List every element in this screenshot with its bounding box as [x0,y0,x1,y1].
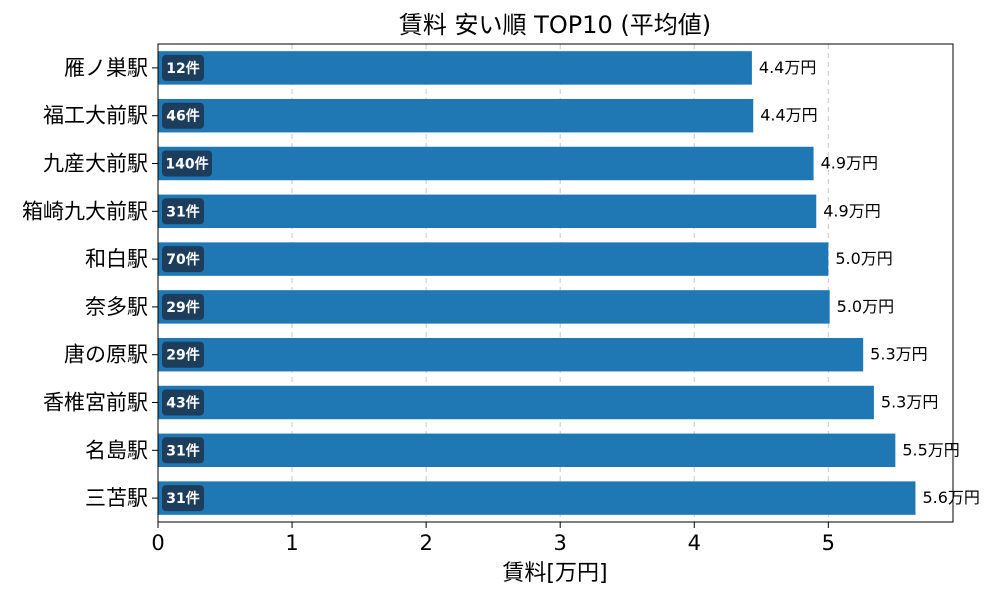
bar [158,337,864,372]
bar [158,290,830,324]
bar [158,98,754,133]
value-label: 4.4万円 [759,58,816,77]
count-badge [162,54,204,81]
y-tick-label: 雁ノ巣駅 [64,56,148,80]
y-tick-label: 名島駅 [85,438,148,462]
count-badge [162,485,204,512]
count-label: 31件 [166,442,199,459]
x-axis-label: 賃料[万円] [502,561,607,586]
chart-title: 賃料 安い順 TOP10 (平均値) [399,11,711,39]
bar [158,194,817,229]
count-label: 29件 [166,299,199,316]
bars-group: 12件 4.4万円 46件 4.4万円 140件 4.9万円 31件 4.9万円 70件 5.0万… [158,51,980,515]
bar [158,146,814,181]
count-label: 70件 [166,251,199,268]
bar [158,433,896,468]
y-tick-label: 香椎宮前駅 [43,391,148,415]
value-label: 4.4万円 [760,106,817,125]
count-label: 31件 [166,203,199,220]
y-tick-labels: 雁ノ巣駅福工大前駅九産大前駅箱崎九大前駅和白駅奈多駅唐の原駅香椎宮前駅名島駅三苫… [22,56,158,510]
count-label: 46件 [166,108,199,125]
count-badge [162,246,204,273]
x-tick-label: 0 [151,531,164,555]
bar [158,385,874,420]
value-label: 4.9万円 [823,201,880,220]
y-tick-label: 和白駅 [85,247,148,271]
count-badge [162,150,212,177]
x-tick-label: 2 [419,531,432,555]
count-badge [162,437,204,464]
x-tick-label: 1 [285,531,298,555]
y-tick-label: 三苫駅 [85,486,148,510]
count-badge [162,341,204,368]
count-badge [162,198,204,225]
count-label: 29件 [166,347,199,364]
x-tick-labels: 0 1 2 3 4 5 [151,531,835,555]
count-badge [162,293,204,320]
y-tick-label: 唐の原駅 [64,343,148,367]
y-tick-label: 奈多駅 [85,295,148,319]
count-label: 31件 [166,490,199,507]
value-label: 4.9万円 [821,154,878,173]
x-tick-label: 5 [822,531,835,555]
value-label: 5.3万円 [870,345,927,364]
count-label: 140件 [165,156,208,173]
bar [158,242,829,276]
value-label: 5.3万円 [881,393,938,412]
y-tick-label: 福工大前駅 [43,104,148,128]
y-tick-label: 箱崎九大前駅 [22,199,148,223]
value-label: 5.0万円 [837,297,894,316]
value-label: 5.0万円 [835,249,892,268]
x-tick-label: 3 [554,531,567,555]
count-badge [162,102,204,129]
bar [158,481,916,515]
bar [158,51,752,85]
x-tick-label: 4 [688,531,701,555]
count-label: 12件 [166,60,199,77]
y-tick-label: 九産大前駅 [43,152,148,176]
count-label: 43件 [166,395,199,412]
count-badge [162,389,204,416]
value-label: 5.6万円 [922,488,979,507]
plot-frame [157,43,954,523]
value-label: 5.5万円 [902,440,959,459]
